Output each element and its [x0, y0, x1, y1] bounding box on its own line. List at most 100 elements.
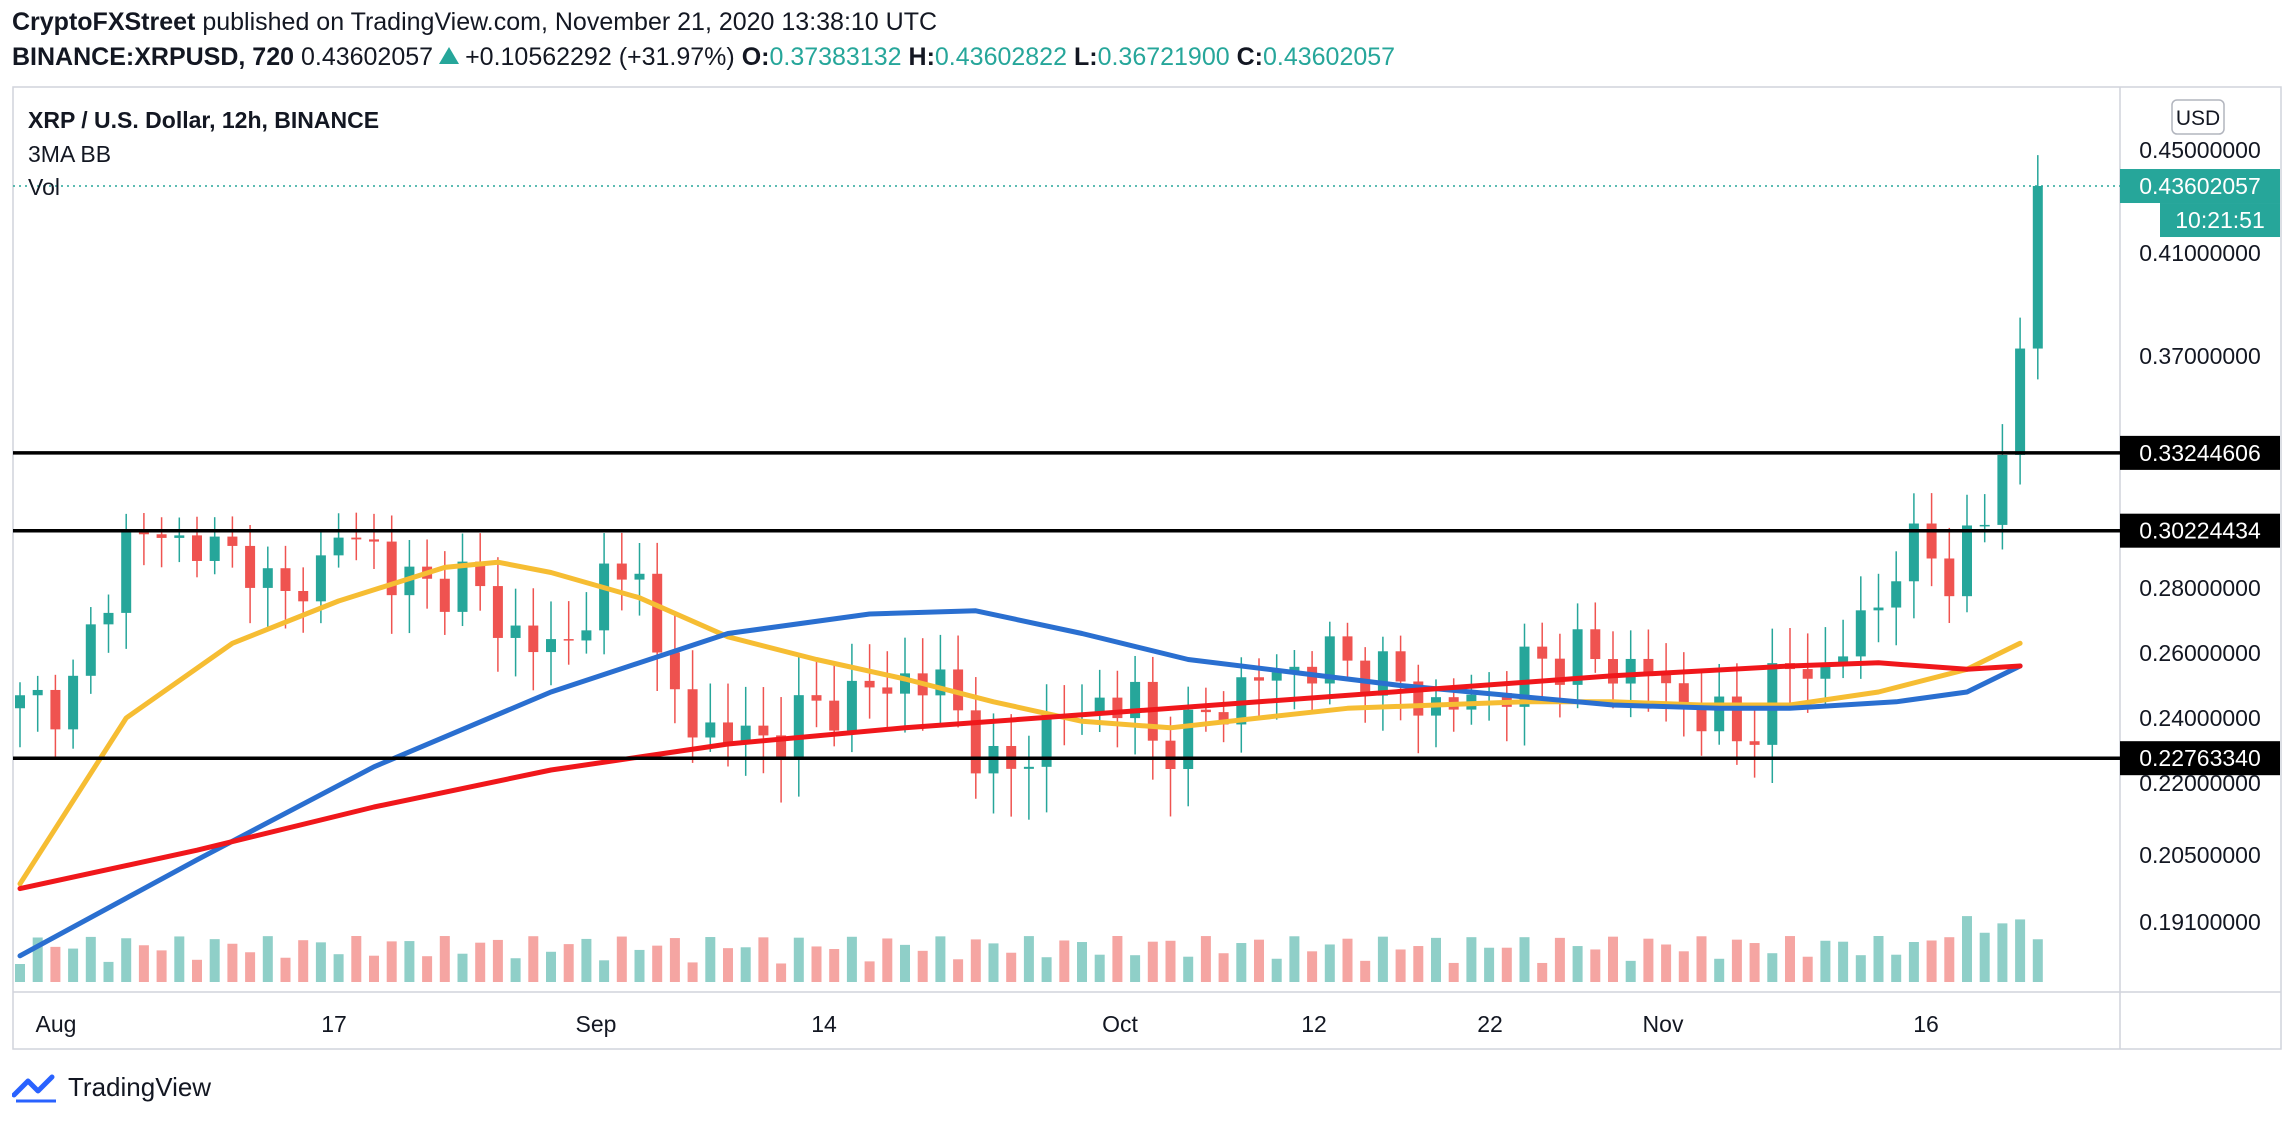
volume-bar — [1448, 962, 1459, 982]
candle-body — [1696, 703, 1707, 732]
volume-bar — [546, 951, 556, 982]
price-axis: 0.45000000 0.41000000 0.37000000 0.28000000… — [2139, 137, 2261, 935]
volume-bar — [988, 943, 999, 982]
candle-body — [1554, 658, 1565, 685]
time-tick-label: Sep — [576, 1011, 617, 1037]
footer-brand: TradingView — [68, 1072, 212, 1102]
volume-bar — [1059, 940, 1070, 982]
close-label: C: — [1236, 43, 1263, 71]
volume-bar — [1891, 954, 1902, 982]
usd-button[interactable]: USD — [2171, 99, 2225, 135]
volume-bar — [369, 955, 379, 982]
candle-body — [1289, 666, 1300, 673]
volume-bar — [1023, 936, 1034, 982]
volume-bar — [439, 936, 450, 982]
symbol-line: BINANCE:XRPUSD, 720 0.43602057 +0.1056229… — [12, 43, 1395, 72]
candle-body — [457, 561, 468, 612]
candle-body — [1519, 646, 1530, 707]
volume-bar — [156, 950, 167, 982]
volume-bar — [829, 949, 840, 982]
candle-body — [634, 573, 645, 580]
candle-body — [616, 563, 627, 580]
candle-body — [15, 695, 25, 709]
tradingview-logo-icon — [12, 1074, 56, 1102]
candle-body — [829, 700, 840, 731]
volume-bar — [793, 937, 804, 982]
candle-body — [705, 722, 716, 738]
volume-bar — [1006, 952, 1017, 982]
candle-body — [1962, 525, 1972, 597]
volume-bar — [1289, 936, 1300, 982]
candle-body — [1165, 740, 1176, 770]
candle-body — [652, 573, 663, 653]
volume-bar — [917, 950, 928, 982]
candle-body — [1041, 714, 1052, 767]
volume-bar — [1094, 954, 1105, 982]
ma-blue-line — [17, 608, 2023, 959]
legend: XRP / U.S. Dollar, 12h, BINANCE 3MA BB V… — [28, 107, 379, 200]
candle-body — [262, 568, 273, 588]
volume-bar — [1077, 942, 1087, 982]
volume-bar — [652, 945, 663, 982]
volume-bar — [1413, 946, 1424, 982]
volume-bar — [1696, 936, 1707, 982]
candle-body — [882, 687, 893, 694]
candle-body — [2032, 186, 2043, 349]
candle-body — [174, 535, 185, 538]
price-tick-label: 0.28000000 — [2139, 575, 2261, 601]
candle-body — [298, 590, 309, 602]
candle-body — [687, 689, 698, 738]
volume-bar — [1997, 923, 2008, 982]
countdown-tag-label: 10:21:51 — [2175, 207, 2265, 233]
candle-body — [1997, 454, 2008, 525]
tradingview-logo[interactable]: TradingView — [12, 1072, 211, 1103]
volume-bar — [1165, 940, 1176, 982]
time-tick-label: Oct — [1102, 1011, 1138, 1037]
volume-bar — [1926, 940, 1937, 982]
volume-bar — [1519, 937, 1530, 982]
low-label: L: — [1073, 43, 1098, 71]
candle-body — [1254, 677, 1264, 681]
volume-bar — [1785, 936, 1795, 982]
volume-bar — [50, 946, 61, 982]
candle-body — [953, 669, 964, 711]
volume-bar — [1307, 951, 1318, 982]
volume-bar — [209, 939, 220, 982]
candle-body — [1678, 683, 1689, 704]
volume-bar — [457, 953, 468, 982]
volume-bar — [1767, 953, 1778, 982]
volume-bar — [1395, 949, 1406, 982]
price-tick-label: 0.41000000 — [2139, 240, 2261, 266]
volume-bar — [563, 944, 574, 982]
candle-body — [209, 536, 220, 561]
candle-body — [68, 675, 79, 730]
candle-body — [1802, 669, 1813, 679]
candle-body — [1130, 681, 1141, 719]
candle-body — [546, 639, 556, 653]
volume-bar — [1360, 960, 1371, 982]
volume-bar — [315, 942, 326, 982]
volume-bar — [1714, 958, 1725, 982]
time-tick-label: 17 — [321, 1011, 347, 1037]
volume-bar — [1590, 949, 1601, 982]
volume-bar — [121, 938, 132, 982]
volume-bar — [1855, 955, 1866, 982]
candle-body — [811, 695, 822, 701]
candle-body — [900, 673, 910, 694]
price-tick-label: 0.20500000 — [2139, 842, 2261, 868]
candle-body — [1979, 524, 1990, 527]
candle-body — [1360, 660, 1371, 696]
volume-bar — [298, 940, 309, 982]
volume-bar — [1962, 916, 1972, 982]
candle-body — [1271, 672, 1282, 681]
volume-bar — [422, 956, 433, 982]
last-value: 0.43602057 — [300, 43, 434, 71]
legend-indicator: 3MA BB — [28, 141, 111, 167]
candle-body — [1625, 658, 1636, 684]
candle-body — [1838, 656, 1849, 664]
price-tick-label: 0.24000000 — [2139, 705, 2261, 731]
candle-body — [475, 561, 486, 587]
volume-bar — [68, 948, 79, 982]
candle-body — [156, 534, 167, 538]
